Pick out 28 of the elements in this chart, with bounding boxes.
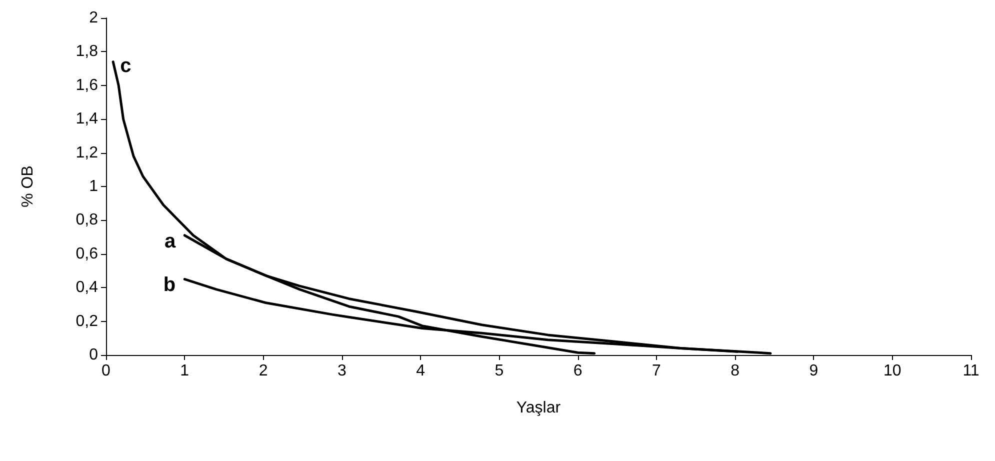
x-tick-label: 1 [180, 362, 190, 380]
y-axis-title: % OB [20, 166, 36, 208]
y-tick-label: 0,4 [76, 279, 98, 296]
x-tick-label: 9 [809, 362, 818, 380]
x-tick-label: 3 [337, 362, 346, 380]
series-label: c [120, 54, 132, 77]
x-axis-title: Yaşlar [516, 400, 562, 416]
y-tick-label: 1,8 [76, 43, 98, 60]
y-tick-label: 0,2 [76, 312, 98, 330]
x-tick-label: 4 [416, 362, 426, 380]
y-tick-label: 0,6 [76, 245, 98, 262]
y-tick-label: 0,8 [76, 212, 98, 229]
x-tick-label: 8 [730, 362, 740, 380]
y-tick-label: 1,6 [76, 76, 98, 94]
x-tick-label: 11 [962, 362, 980, 380]
y-tick-label: 1,4 [76, 110, 98, 128]
x-tick-label: 2 [258, 362, 268, 380]
y-tick-label: 1,2 [76, 144, 98, 162]
x-tick-label: 0 [102, 362, 111, 380]
y-tick-label: 1 [89, 178, 98, 195]
y-tick-label: 0 [89, 346, 98, 364]
y-tick-label: 2 [89, 10, 98, 26]
x-tick-label: 10 [883, 362, 902, 380]
series-label: a [164, 230, 177, 252]
series-label: b [163, 274, 176, 296]
x-tick-label: 7 [652, 362, 661, 380]
x-tick-label: 5 [494, 362, 504, 380]
x-tick-label: 6 [573, 362, 582, 380]
